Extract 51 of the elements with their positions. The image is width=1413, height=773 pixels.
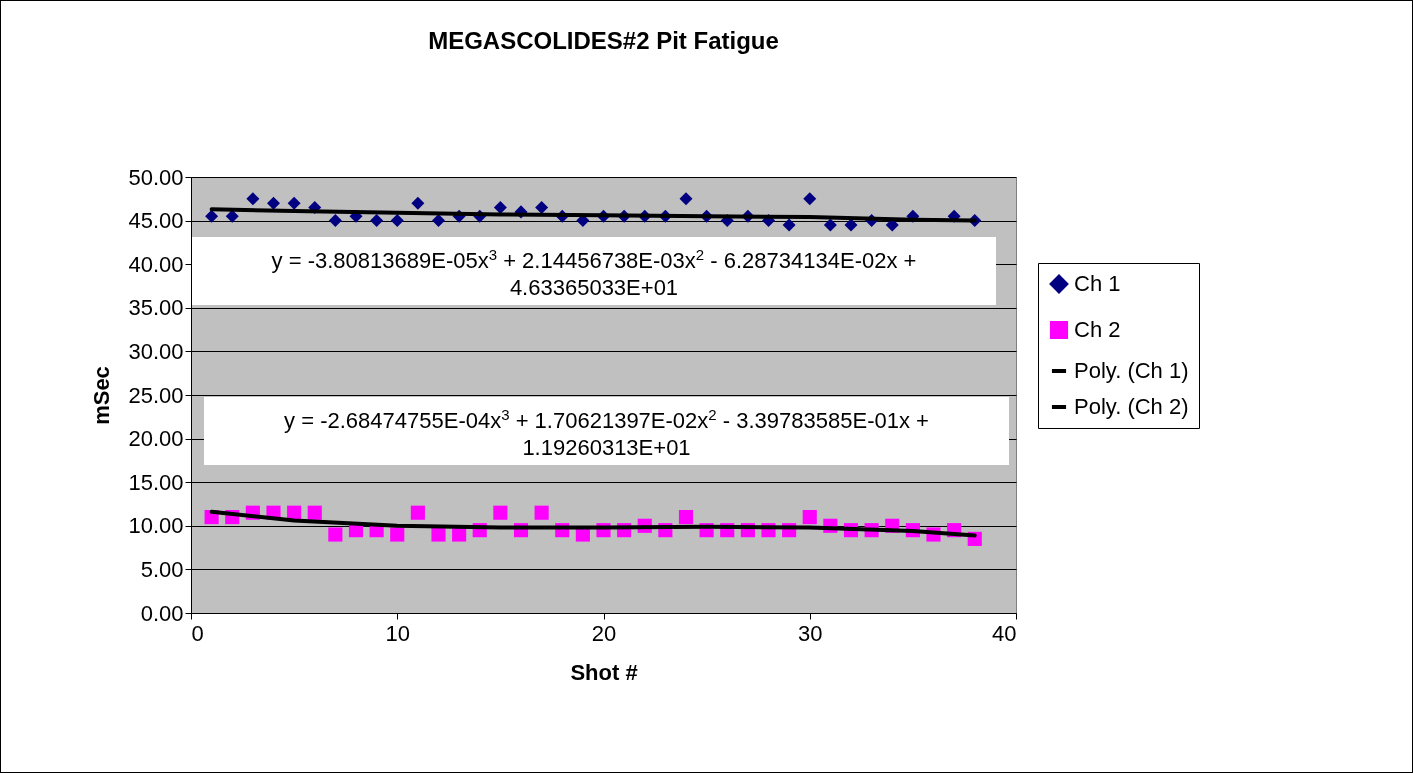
point bbox=[844, 218, 858, 232]
point bbox=[287, 196, 301, 210]
point bbox=[390, 214, 404, 228]
y-tick-label: 35.00 bbox=[128, 295, 184, 321]
legend-label: Poly. (Ch 2) bbox=[1074, 394, 1189, 419]
point bbox=[328, 214, 342, 228]
y-tick-label: 40.00 bbox=[128, 251, 184, 277]
equation-label: y = -3.80813689E-05x$^{3}$ + 2.14456738E-03x$^{2}$ - 6.28734134E-02x + 4.63365033E+01 bbox=[192, 237, 996, 306]
y-tick-label: 10.00 bbox=[128, 513, 184, 539]
point bbox=[410, 505, 425, 520]
legend-label: Poly. (Ch 1) bbox=[1074, 358, 1189, 383]
point bbox=[535, 201, 549, 215]
equation-label: y = -2.68474755E-04x$^{3}$ + 1.70621397E-02x$^{2}$ - 3.39783585E-01x + 1.19260313E+01 bbox=[204, 397, 1009, 466]
y-tick-label: 45.00 bbox=[128, 208, 184, 234]
point bbox=[678, 510, 694, 525]
point bbox=[803, 192, 817, 206]
point bbox=[802, 510, 817, 525]
point bbox=[679, 192, 693, 206]
legend-label: Ch 1 bbox=[1074, 271, 1121, 296]
point bbox=[534, 505, 549, 520]
point bbox=[493, 505, 508, 520]
x-tick-label: 0 bbox=[191, 620, 204, 646]
y-tick-label: 20.00 bbox=[128, 426, 184, 452]
point bbox=[823, 218, 837, 232]
point bbox=[328, 527, 343, 542]
y-tick-label: 5.00 bbox=[140, 556, 184, 582]
x-tick-label: 30 bbox=[798, 620, 823, 646]
x-axis-title: Shot # bbox=[570, 659, 638, 685]
point bbox=[411, 196, 425, 210]
point bbox=[246, 192, 260, 206]
point bbox=[205, 209, 219, 223]
point bbox=[307, 505, 322, 520]
legend-label: Ch 2 bbox=[1074, 317, 1121, 342]
point bbox=[225, 209, 239, 223]
x-tick-label: 20 bbox=[591, 620, 617, 646]
point bbox=[431, 214, 446, 228]
y-tick-label: 50.00 bbox=[128, 164, 184, 190]
point bbox=[390, 527, 405, 542]
point bbox=[431, 527, 446, 542]
y-axis-title: mSec bbox=[89, 366, 115, 425]
chart-title: MEGASCOLIDES#2 Pit Fatigue bbox=[428, 27, 779, 54]
point bbox=[782, 218, 796, 232]
x-tick-label: 40 bbox=[992, 620, 1017, 646]
x-tick-label: 10 bbox=[385, 620, 410, 646]
point bbox=[266, 196, 281, 210]
point bbox=[370, 214, 384, 228]
y-tick-label: 15.00 bbox=[128, 469, 184, 495]
point bbox=[493, 201, 507, 215]
y-tick-label: 0.00 bbox=[140, 600, 184, 626]
y-tick-label: 30.00 bbox=[128, 338, 184, 364]
y-tick-label: 25.00 bbox=[128, 382, 184, 408]
